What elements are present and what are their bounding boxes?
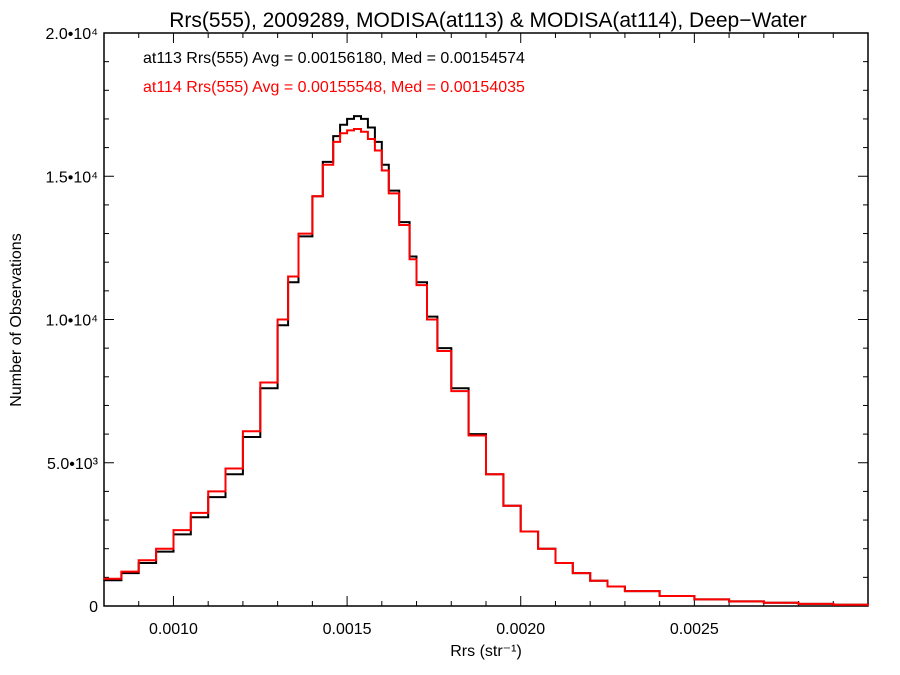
series-at114-point [589, 579, 591, 582]
series-at114-point [172, 529, 175, 531]
series-at114-point [387, 192, 390, 195]
series-at114-point [321, 163, 324, 166]
series-at113-line [104, 115, 869, 606]
y-tick-label: 1.0•10⁴ [45, 313, 98, 330]
series-at114-point [467, 434, 470, 437]
series-at114-point [276, 318, 279, 321]
series-at114-point [398, 224, 400, 226]
series-at114-point [297, 232, 300, 235]
series-at114-point [572, 572, 574, 574]
x-axis-ticks: 0.0010 0.0015 0.0020 0.0025 [138, 33, 834, 638]
x-tick-label: 0.0010 [149, 621, 198, 638]
series-at113-point [367, 126, 369, 129]
series-layer [103, 115, 869, 607]
plot-frame [103, 32, 869, 607]
y-axis-ticks: 0 5.0•10³ 1.0•10⁴ 1.5•10⁴ 2.0•10⁴ [45, 26, 868, 616]
series-at113-point [346, 118, 348, 120]
legend-annotation-at113: at113 Rrs(555) Avg = 0.00156180, Med = 0… [143, 50, 525, 67]
series-at114-point [103, 577, 105, 580]
x-tick-label: 0.0015 [323, 621, 372, 638]
series-at114-point [606, 585, 609, 588]
y-tick-label: 2.0•10⁴ [45, 26, 98, 43]
series-at114-point [519, 530, 522, 533]
series-at114-point [415, 284, 418, 286]
series-at114-point [137, 559, 140, 561]
series-at114-point [120, 570, 123, 573]
series-at114-point [436, 350, 439, 352]
series-at114-point [242, 430, 244, 433]
series-at114-point [259, 381, 262, 384]
series-at113-point [332, 135, 335, 137]
series-at114-point [207, 490, 209, 493]
series-at114-point [832, 603, 835, 606]
series-at114-point [797, 603, 800, 605]
series-at114-point [728, 600, 730, 603]
y-tick-label: 5.0•10³ [47, 456, 99, 473]
chart-title: Rrs(555), 2009289, MODISA(at113) & MODIS… [169, 9, 806, 32]
series-at114-point [190, 512, 192, 514]
y-tick-label: 1.5•10⁴ [45, 169, 98, 186]
series-at114-point [763, 602, 765, 604]
series-at114-point [360, 131, 362, 133]
series-at114-point [450, 390, 453, 392]
x-tick-label: 0.0025 [670, 621, 719, 638]
series-at114-point [224, 467, 227, 470]
series-at114-point [339, 132, 341, 135]
series-at114-point [658, 595, 661, 597]
x-axis-label: Rrs (str⁻¹) [450, 643, 522, 660]
y-tick-label: 0 [89, 599, 98, 616]
series-at114-point [408, 258, 411, 261]
series-at114-point [353, 128, 355, 130]
series-at114-point [426, 318, 428, 321]
series-at114-line [104, 128, 869, 606]
series-at114-point [554, 562, 557, 564]
series-at114-point [155, 547, 157, 550]
series-at114-point [485, 473, 487, 476]
series-at114-point [867, 604, 869, 607]
series-at113-point [360, 118, 362, 120]
series-at113-point [321, 161, 324, 163]
series-at114-point [332, 141, 335, 143]
series-at114-point [374, 149, 376, 152]
series-at113-point [339, 123, 341, 126]
series-at114-point [367, 138, 369, 140]
series-at114-point [537, 547, 539, 550]
series-at114-point [311, 195, 314, 198]
legend-annotation-at114: at114 Rrs(555) Avg = 0.00155548, Med = 0… [143, 79, 525, 96]
series-at114-point [381, 169, 383, 172]
series-at114-point [287, 275, 289, 278]
series-at113-point [103, 579, 105, 582]
series-at114-point [346, 129, 348, 132]
series-at114-point [502, 504, 505, 507]
series-at114-point [624, 590, 626, 592]
x-tick-label: 0.0020 [496, 621, 545, 638]
y-axis-label: Number of Observations [8, 233, 25, 406]
series-at114-point [693, 598, 696, 601]
series-at113-point [353, 115, 355, 117]
